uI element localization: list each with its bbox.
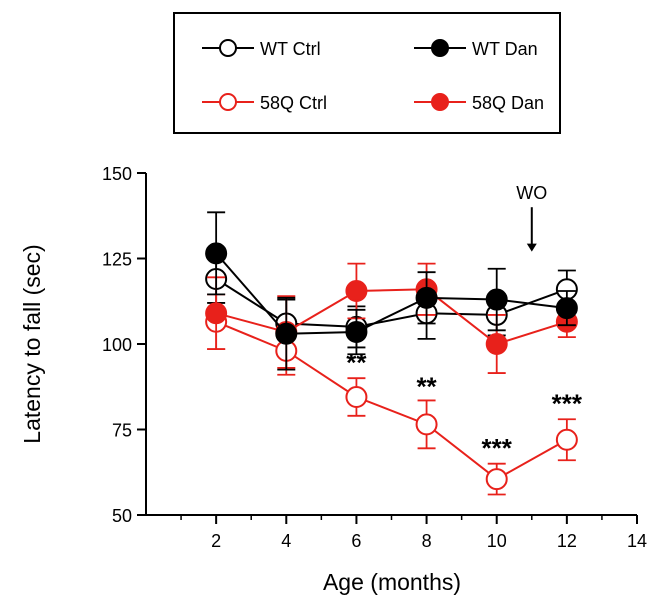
x-tick-label: 6 <box>351 531 361 551</box>
wo-annotation-label: WO <box>516 183 547 203</box>
legend-marker <box>431 39 449 57</box>
x-tick-label: 12 <box>557 531 577 551</box>
series-wt-ctrl <box>205 254 578 349</box>
significance-marker: *** <box>552 388 583 418</box>
y-tick-label: 75 <box>112 421 132 441</box>
data-point <box>415 413 438 436</box>
annotation: WO <box>516 183 547 252</box>
legend-item: WT Dan <box>414 39 538 59</box>
legend-box <box>173 12 561 134</box>
y-tick-label: 50 <box>112 506 132 526</box>
series-58q-dan <box>205 262 578 374</box>
legend-item: 58Q Dan <box>414 93 544 113</box>
series-line <box>215 278 568 328</box>
ticks: 50 75 100 125 150 2 4 6 8 10 12 14 <box>102 164 647 551</box>
significance-marker: *** <box>482 433 513 463</box>
x-tick-label: 2 <box>211 531 221 551</box>
legend-marker <box>431 93 449 111</box>
y-tick-label: 150 <box>102 164 132 184</box>
data-point <box>345 321 368 344</box>
y-tick-label: 125 <box>102 250 132 270</box>
legend: WT Ctrl WT Dan 58Q Ctrl 58Q Dan <box>202 39 544 113</box>
data-point <box>415 286 438 309</box>
data-point <box>275 322 298 345</box>
data-point <box>345 386 368 409</box>
legend-label: WT Dan <box>472 39 538 59</box>
data-point <box>345 279 368 302</box>
series-wt-dan <box>205 211 578 371</box>
series-line <box>215 320 568 481</box>
legend-label: WT Ctrl <box>260 39 321 59</box>
data-point <box>205 242 228 265</box>
data-point <box>555 428 578 451</box>
data-point <box>485 288 508 311</box>
x-tick-label: 8 <box>422 531 432 551</box>
series-line <box>215 252 567 335</box>
data-point <box>485 468 508 491</box>
legend-marker <box>219 93 237 111</box>
x-tick-label: 10 <box>487 531 507 551</box>
x-tick-label: 4 <box>281 531 291 551</box>
legend-marker <box>219 39 237 57</box>
series-line <box>215 288 568 346</box>
significance-marker: ** <box>416 371 437 401</box>
plot-area: ********** <box>205 211 583 496</box>
data-point <box>485 333 508 355</box>
x-tick-label: 14 <box>627 531 647 551</box>
wo-arrow-head <box>526 243 537 252</box>
axes <box>145 173 637 516</box>
legend-label: 58Q Ctrl <box>260 93 327 113</box>
x-axis-label: Age (months) <box>323 569 461 595</box>
y-tick-label: 100 <box>102 335 132 355</box>
significance-marker: ** <box>346 347 367 377</box>
legend-item: WT Ctrl <box>202 39 321 59</box>
y-axis-label: Latency to fall (sec) <box>19 244 45 443</box>
legend-item: 58Q Ctrl <box>202 93 327 113</box>
legend-label: 58Q Dan <box>472 93 544 113</box>
data-point <box>205 302 228 325</box>
data-point <box>555 297 578 320</box>
